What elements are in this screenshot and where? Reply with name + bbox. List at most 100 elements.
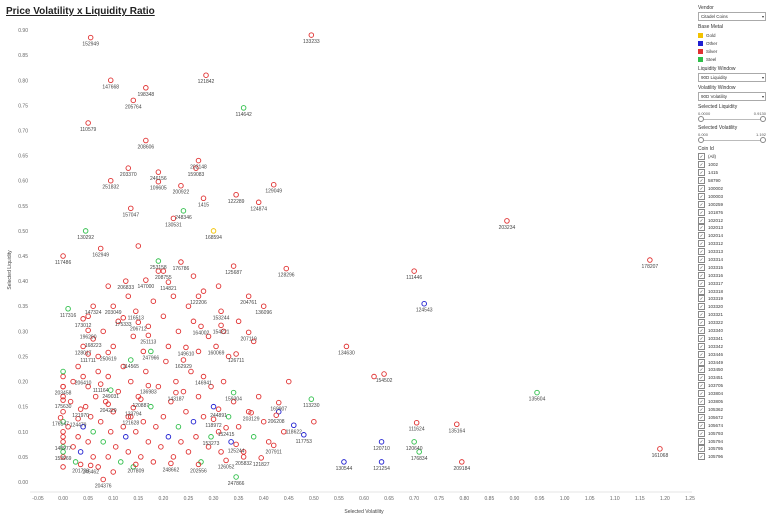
data-point[interactable] <box>60 408 66 415</box>
checkbox-checked-icon[interactable]: ✓ <box>698 334 705 342</box>
data-point-153244[interactable] <box>218 308 224 315</box>
coin-id-item[interactable]: ✓ 1415 <box>698 169 766 177</box>
data-point[interactable] <box>175 328 182 335</box>
coin-id-item[interactable]: ✓ 102012 <box>698 216 766 224</box>
data-point-176786[interactable] <box>178 259 184 265</box>
data-point[interactable] <box>195 393 202 400</box>
checkbox-checked-icon[interactable]: ✓ <box>698 161 705 169</box>
data-point-209184[interactable] <box>459 459 465 465</box>
data-point-247866[interactable] <box>233 474 239 480</box>
checkbox-checked-icon[interactable]: ✓ <box>698 350 705 358</box>
data-point-251832[interactable] <box>107 177 114 184</box>
data-point-202148[interactable] <box>195 157 202 164</box>
data-point-248346[interactable] <box>180 208 187 214</box>
data-point-111624[interactable] <box>413 419 420 426</box>
coin-id-item[interactable]: ✓ 103451 <box>698 374 766 382</box>
data-point-130292[interactable] <box>82 228 89 234</box>
data-point[interactable] <box>255 393 262 400</box>
checkbox-checked-icon[interactable]: ✓ <box>698 342 705 350</box>
data-point-128296[interactable] <box>283 265 290 272</box>
coin-id-item[interactable]: ✓ 101876 <box>698 208 766 216</box>
data-point[interactable] <box>178 439 184 445</box>
data-point-121628[interactable] <box>128 413 134 420</box>
checkbox-checked-icon[interactable]: ✓ <box>698 327 705 335</box>
data-point[interactable] <box>193 434 199 440</box>
data-point[interactable] <box>107 429 114 435</box>
data-point-206208[interactable] <box>273 412 279 418</box>
data-point-124874[interactable] <box>255 199 262 206</box>
coin-id-item[interactable]: ✓ 102013 <box>698 224 766 232</box>
data-point[interactable] <box>210 403 217 410</box>
checkbox-checked-icon[interactable]: ✓ <box>698 192 705 200</box>
data-point[interactable] <box>110 469 116 475</box>
data-point-130544[interactable] <box>341 459 347 465</box>
data-point[interactable] <box>90 429 96 435</box>
data-point-173012[interactable] <box>80 316 86 322</box>
data-point-116513[interactable] <box>133 308 139 315</box>
data-point[interactable] <box>225 353 232 360</box>
liquidity-max-handle[interactable] <box>760 116 766 122</box>
data-point[interactable] <box>70 444 76 450</box>
data-point-154502[interactable] <box>381 371 387 377</box>
data-point[interactable] <box>220 328 227 335</box>
data-point[interactable] <box>90 454 96 460</box>
legend-item-silver[interactable]: Silver <box>698 47 766 55</box>
data-point-110579[interactable] <box>85 120 91 126</box>
liquidity-min-handle[interactable] <box>698 116 704 122</box>
data-point[interactable] <box>100 328 106 335</box>
data-point[interactable] <box>135 243 142 249</box>
data-point[interactable] <box>60 373 66 380</box>
data-point[interactable] <box>170 454 177 460</box>
data-point[interactable] <box>180 388 187 395</box>
data-point[interactable] <box>97 418 104 425</box>
data-point-111711[interactable] <box>85 351 91 357</box>
coin-id-item[interactable]: ✓ 100002 <box>698 185 766 193</box>
coin-id-item[interactable]: ✓ 103318 <box>698 287 766 295</box>
data-point[interactable] <box>208 383 214 390</box>
data-point-147000[interactable] <box>143 277 149 283</box>
data-point-114642[interactable] <box>240 105 247 111</box>
coin-id-item[interactable]: ✓ 105674 <box>698 421 766 429</box>
data-point-207119[interactable] <box>245 329 252 336</box>
coin-id-item[interactable]: ✓ 103341 <box>698 334 766 342</box>
data-point-126711[interactable] <box>233 351 239 357</box>
data-point[interactable] <box>250 434 257 440</box>
data-point[interactable] <box>105 454 111 460</box>
coin-id-item[interactable]: ✓ 1002 <box>698 161 766 169</box>
data-point[interactable] <box>100 439 106 445</box>
data-point[interactable] <box>190 273 197 279</box>
checkbox-checked-icon[interactable]: ✓ <box>698 216 705 224</box>
data-point-244891[interactable] <box>215 406 222 412</box>
data-point[interactable] <box>130 333 137 340</box>
checkbox-checked-icon[interactable]: ✓ <box>698 390 705 398</box>
data-point[interactable] <box>123 434 129 440</box>
checkbox-checked-icon[interactable]: ✓ <box>698 429 705 437</box>
data-point[interactable] <box>215 429 222 435</box>
coin-id-item[interactable]: ✓ 103450 <box>698 366 766 374</box>
checkbox-checked-icon[interactable]: ✓ <box>698 453 705 461</box>
data-point-204220[interactable] <box>105 401 111 407</box>
checkbox-checked-icon[interactable]: ✓ <box>698 271 705 279</box>
data-point[interactable] <box>87 413 94 420</box>
data-point[interactable] <box>235 318 242 325</box>
data-point[interactable] <box>183 408 189 415</box>
data-point-207809[interactable] <box>133 461 139 468</box>
data-point-120710[interactable] <box>378 439 385 445</box>
data-point[interactable] <box>160 413 167 420</box>
data-point-124479[interactable] <box>75 415 81 422</box>
data-point[interactable] <box>200 288 207 294</box>
data-point-153969[interactable] <box>60 449 66 455</box>
data-point[interactable] <box>105 283 111 289</box>
data-point[interactable] <box>60 393 66 400</box>
data-point-208755[interactable] <box>160 268 167 274</box>
data-point[interactable] <box>85 383 91 390</box>
coin-id-item[interactable]: ✓ 58790 <box>698 177 766 185</box>
data-point[interactable] <box>95 368 101 375</box>
checkbox-checked-icon[interactable]: ✓ <box>698 248 705 256</box>
data-point[interactable] <box>286 378 292 385</box>
data-point[interactable] <box>190 418 197 425</box>
data-point-168594[interactable] <box>210 228 217 234</box>
data-point[interactable] <box>218 449 224 455</box>
checkbox-checked-icon[interactable]: ✓ <box>698 263 705 271</box>
data-point[interactable] <box>200 413 207 420</box>
